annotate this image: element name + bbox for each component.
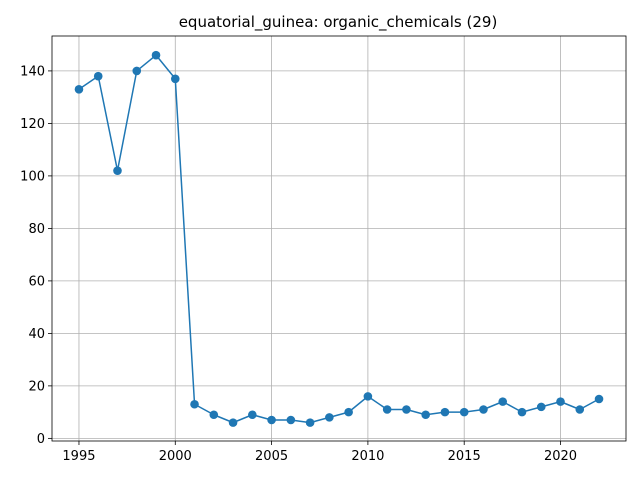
data-point [594,394,604,404]
x-tick-label: 2015 [448,449,481,464]
data-point [363,392,373,401]
data-point [421,410,430,420]
y-tick-label: 0 [37,432,45,447]
x-tick-label: 2005 [255,449,288,464]
y-tick-label: 140 [20,64,45,79]
y-tick-label: 100 [20,169,45,184]
x-tick-label: 2010 [351,449,384,464]
data-point [93,71,103,81]
data-point [459,407,469,417]
data-point [286,415,296,425]
y-tick-label: 20 [28,379,45,394]
data-point [132,66,142,76]
axes: 1995 2000 2005 2010 2015 2020 0 20 40 60 80 100 120 1… [20,35,627,464]
data-point [209,410,219,420]
data-point [170,74,180,84]
grid [52,36,626,441]
x-tick-label: 1995 [62,449,95,464]
y-tick-label: 40 [28,327,45,342]
data-point [498,397,508,406]
data-point [248,410,257,420]
y-tick-label: 60 [28,274,45,289]
data-point [228,418,238,427]
data-point [305,418,315,427]
data-point [267,415,276,425]
y-tick-label: 120 [20,117,45,132]
data-point [325,413,334,422]
data-point [575,405,585,414]
data-point [113,166,122,175]
x-tick-label: 2020 [544,449,577,464]
chart-title: equatorial_guinea: organic_chemicals (29… [179,13,498,32]
data-point [479,405,488,414]
data-point [536,402,546,412]
data-point [344,407,353,417]
data-point [74,84,84,94]
data-point [190,399,199,409]
y-tick-label: 80 [28,222,45,237]
x-tick-label: 2000 [159,449,192,464]
data-point [556,397,565,406]
data-point [517,407,527,417]
data-point [440,407,450,417]
data-point [402,405,411,414]
plot-frame [51,35,627,442]
data-point [382,405,392,414]
series-layer [74,50,604,427]
series-line [78,54,600,424]
data-point [151,50,161,60]
